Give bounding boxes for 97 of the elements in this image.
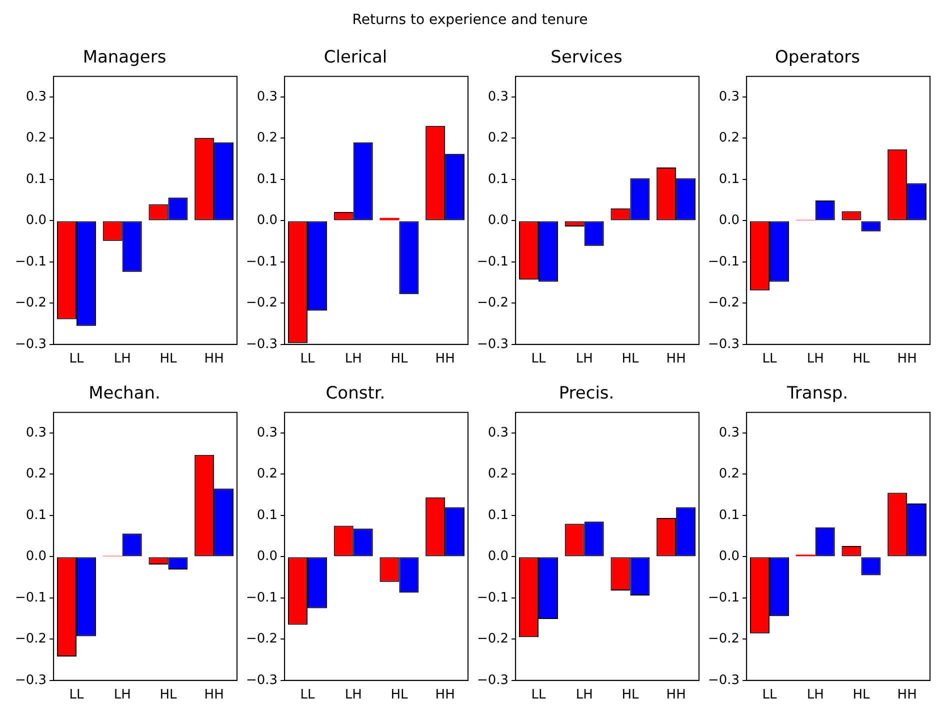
y-tick-label: 0.3 [718,89,740,104]
y-tick-label: 0.2 [26,466,47,482]
y-tick-label: 0.1 [488,508,509,523]
chart-title: Precis. [558,384,614,404]
y-tick-label: 0.3 [26,425,47,440]
chart-title: Mechan. [88,384,160,404]
y-tick-label: 0.3 [26,89,47,104]
x-tick-label: LL [69,352,84,367]
y-tick-label: 0.3 [256,425,278,440]
y-tick-label: 0.3 [718,425,740,440]
y-tick-label: 0.3 [488,425,509,440]
x-tick-label: LL [300,352,316,367]
x-tick-label: HH [204,352,224,367]
y-tick-label: 0.1 [26,508,47,523]
x-tick-label: HL [852,352,870,367]
x-tick-label: LH [576,688,593,703]
chart-title: Constr. [326,384,386,404]
y-tick-label: −0.2 [14,632,47,647]
y-tick-label: −0.1 [476,590,509,606]
y-tick-label: −0.2 [246,632,278,647]
x-tick-label: HH [204,688,224,703]
y-tick-label: −0.2 [476,632,509,647]
y-tick-label: −0.2 [708,632,740,647]
y-tick-label: −0.1 [246,254,278,270]
y-tick-label: −0.1 [14,590,47,606]
y-tick-label: 0.0 [718,213,740,228]
y-tick-label: 0.2 [718,130,740,146]
x-tick-label: HL [622,352,640,367]
y-tick-label: −0.3 [14,336,47,352]
y-tick-label: −0.2 [246,296,278,311]
x-tick-label: HL [852,688,870,703]
x-tick-label: HH [666,688,686,703]
y-tick-label: 0.0 [256,213,278,228]
y-tick-label: 0.0 [488,213,509,228]
x-tick-label: HL [390,688,408,703]
x-tick-label: LH [576,352,593,367]
y-tick-label: −0.3 [246,336,278,352]
y-tick-label: −0.1 [476,254,509,270]
x-tick-label: HL [622,688,640,703]
y-tick-label: 0.2 [256,466,278,482]
x-tick-label: LL [69,688,84,703]
y-tick-label: 0.0 [488,549,509,564]
y-tick-label: 0.1 [718,172,740,187]
y-tick-label: −0.3 [708,336,740,352]
x-tick-label: LH [344,688,362,703]
x-tick-label: LH [114,688,131,703]
x-tick-label: HL [160,352,178,367]
x-tick-label: HH [435,688,455,703]
y-tick-label: 0.2 [488,466,509,482]
x-tick-label: LH [806,688,824,703]
y-tick-label: 0.1 [256,508,278,523]
y-tick-label: −0.3 [476,672,509,688]
x-tick-label: HL [160,688,178,703]
y-tick-label: 0.1 [718,508,740,523]
y-tick-label: −0.3 [14,672,47,688]
y-tick-label: 0.2 [718,466,740,482]
y-tick-label: −0.2 [708,296,740,311]
y-tick-label: −0.1 [708,590,740,606]
x-tick-label: LL [300,688,316,703]
y-tick-label: 0.0 [26,549,47,564]
chart-title: Operators [775,48,860,68]
chart-title: Clerical [324,48,388,68]
x-tick-label: LH [344,352,362,367]
y-tick-label: −0.2 [14,296,47,311]
y-tick-label: −0.2 [476,296,509,311]
y-tick-label: 0.0 [26,213,47,228]
x-tick-label: LH [114,352,131,367]
x-tick-label: LL [762,352,778,367]
y-tick-label: 0.2 [26,130,47,146]
chart-title: Services [550,48,622,68]
y-tick-label: 0.2 [488,130,509,146]
chart-title: Managers [82,48,166,68]
x-tick-label: HH [666,352,686,367]
chart-title: Transp. [786,384,848,404]
x-tick-label: LL [531,688,546,703]
y-tick-label: 0.1 [26,172,47,187]
y-tick-label: −0.3 [246,672,278,688]
y-tick-label: 0.0 [256,549,278,564]
y-tick-label: 0.1 [256,172,278,187]
y-tick-label: 0.3 [488,89,509,104]
y-tick-label: −0.3 [476,336,509,352]
y-tick-label: 0.3 [256,89,278,104]
x-tick-label: HH [897,352,917,367]
y-tick-label: 0.2 [256,130,278,146]
x-tick-label: LH [806,352,824,367]
y-tick-label: 0.0 [718,549,740,564]
x-tick-label: HH [897,688,917,703]
y-tick-label: −0.1 [708,254,740,270]
y-tick-label: 0.1 [488,172,509,187]
x-tick-label: HL [390,352,408,367]
text: Returns to experience and tenure [351,12,589,28]
y-tick-label: −0.3 [708,672,740,688]
x-tick-label: HH [435,352,455,367]
x-tick-label: LL [531,352,546,367]
x-tick-label: LL [762,688,778,703]
y-tick-label: −0.1 [246,590,278,606]
y-tick-label: −0.1 [14,254,47,270]
